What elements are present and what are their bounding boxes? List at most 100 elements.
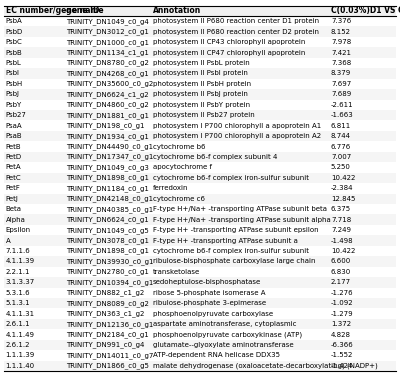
- Text: photosystem II CP47 chlorophyll apoprotein: photosystem II CP47 chlorophyll apoprote…: [153, 50, 305, 56]
- Text: glutamate--glyoxylate aminotransferase: glutamate--glyoxylate aminotransferase: [153, 342, 293, 348]
- Text: 4.1.1.39: 4.1.1.39: [6, 258, 35, 264]
- Text: 4.1.1.49: 4.1.1.49: [6, 332, 35, 338]
- Text: F-type H+ -transporting ATPase subunit epsilon: F-type H+ -transporting ATPase subunit e…: [153, 227, 318, 233]
- Text: photosystem II PsbH protein: photosystem II PsbH protein: [153, 81, 251, 87]
- Text: aspartate aminotransferase, cytoplasmic: aspartate aminotransferase, cytoplasmic: [153, 321, 296, 327]
- Text: 8.152: 8.152: [331, 29, 351, 35]
- Text: 6.830: 6.830: [331, 269, 351, 275]
- Bar: [4, 173, 396, 183]
- Text: TRINITY_DN2184_c0_g1: TRINITY_DN2184_c0_g1: [66, 331, 149, 338]
- Text: TRINITY_DN1184_c0_g1: TRINITY_DN1184_c0_g1: [66, 185, 149, 192]
- Text: photosystem II PsbJ protein: photosystem II PsbJ protein: [153, 91, 248, 97]
- Text: 4.828: 4.828: [331, 332, 351, 338]
- Text: TRINITY_DN4860_c0_g2: TRINITY_DN4860_c0_g2: [66, 101, 149, 108]
- Text: 7.249: 7.249: [331, 227, 351, 233]
- Text: -2.611: -2.611: [331, 102, 354, 108]
- Text: 7.718: 7.718: [331, 217, 351, 223]
- Text: 2.6.1.1: 2.6.1.1: [6, 321, 30, 327]
- Text: TRINITY_DN14011_c0_g7: TRINITY_DN14011_c0_g7: [66, 352, 154, 359]
- Text: PsbA: PsbA: [6, 18, 22, 24]
- Bar: [4, 194, 396, 204]
- Bar: [4, 131, 396, 141]
- Text: ribose 5-phosphate isomerase A: ribose 5-phosphate isomerase A: [153, 290, 265, 296]
- Text: TRINITY_DN42148_c0_g1: TRINITY_DN42148_c0_g1: [66, 195, 154, 202]
- Text: malate dehydrogenase (oxaloacetate-decarboxylating) (NADP+): malate dehydrogenase (oxaloacetate-decar…: [153, 363, 377, 369]
- Text: EC number/gene name: EC number/gene name: [6, 6, 103, 15]
- Text: photosystem II P680 reaction center D1 protein: photosystem II P680 reaction center D1 p…: [153, 18, 319, 24]
- Text: 1.1.1.40: 1.1.1.40: [6, 363, 35, 369]
- Text: PetJ: PetJ: [6, 196, 18, 202]
- Text: -1.424: -1.424: [331, 363, 353, 369]
- Text: F-type H+/Na+ -transporting ATPase subunit beta: F-type H+/Na+ -transporting ATPase subun…: [153, 206, 327, 212]
- Text: F-type H+ -transporting ATPase subunit a: F-type H+ -transporting ATPase subunit a: [153, 238, 298, 244]
- Text: 5.250: 5.250: [331, 164, 351, 170]
- Text: 4.1.1.31: 4.1.1.31: [6, 311, 35, 317]
- Text: PsbY: PsbY: [6, 102, 22, 108]
- Text: phosphoenolpyruvate carboxykinase (ATP): phosphoenolpyruvate carboxykinase (ATP): [153, 331, 302, 338]
- Text: PetC: PetC: [6, 175, 21, 181]
- Text: PsbH: PsbH: [6, 81, 23, 87]
- Bar: [4, 319, 396, 329]
- Text: PsbB: PsbB: [6, 50, 22, 56]
- Text: cytochrome b6-f complex iron-sulfur subunit: cytochrome b6-f complex iron-sulfur subu…: [153, 248, 309, 254]
- Text: -2.384: -2.384: [331, 185, 354, 191]
- Text: 7.978: 7.978: [331, 39, 351, 45]
- Text: 2.6.1.2: 2.6.1.2: [6, 342, 30, 348]
- Text: -6.366: -6.366: [331, 342, 354, 348]
- Text: TRINITY_DN2780_c0_g1: TRINITY_DN2780_c0_g1: [66, 269, 149, 275]
- Text: PetD: PetD: [6, 154, 22, 160]
- Text: TRINITY_DN35600_c0_g2: TRINITY_DN35600_c0_g2: [66, 81, 154, 87]
- Bar: [4, 256, 396, 267]
- Text: TRINITY_DN39930_c0_g1: TRINITY_DN39930_c0_g1: [66, 258, 154, 265]
- Text: 1.372: 1.372: [331, 321, 351, 327]
- Text: 8.744: 8.744: [331, 133, 351, 139]
- Bar: [4, 340, 396, 350]
- Bar: [4, 298, 396, 308]
- Bar: [4, 110, 396, 120]
- Text: TRINITY_DN3012_c0_g1: TRINITY_DN3012_c0_g1: [66, 28, 149, 35]
- Bar: [4, 277, 396, 288]
- Text: TRINITY_DN1881_c0_g1: TRINITY_DN1881_c0_g1: [66, 112, 149, 119]
- Text: TRINITY_DN1898_c0_g1: TRINITY_DN1898_c0_g1: [66, 175, 149, 181]
- Text: photosystem II Psb27 protein: photosystem II Psb27 protein: [153, 112, 254, 118]
- Text: TRINITY_DN1049_c0_g5: TRINITY_DN1049_c0_g5: [66, 227, 149, 233]
- Text: 5.1.3.1: 5.1.3.1: [6, 300, 30, 306]
- Text: transketolase: transketolase: [153, 269, 200, 275]
- Text: 7.697: 7.697: [331, 81, 351, 87]
- Text: 7.368: 7.368: [331, 60, 351, 66]
- Text: apocytochrome f: apocytochrome f: [153, 164, 212, 170]
- Text: -1.092: -1.092: [331, 300, 354, 306]
- Text: cytochrome b6-f complex iron-sulfur subunit: cytochrome b6-f complex iron-sulfur subu…: [153, 175, 309, 181]
- Text: TRINITY_DN8089_c0_g2: TRINITY_DN8089_c0_g2: [66, 300, 149, 307]
- Text: TRINITY_DN1049_c0_g3: TRINITY_DN1049_c0_g3: [66, 164, 149, 171]
- Text: cytochrome b6-f complex subunit 4: cytochrome b6-f complex subunit 4: [153, 154, 277, 160]
- Text: gene ID: gene ID: [66, 6, 100, 15]
- Text: Psb27: Psb27: [6, 112, 26, 118]
- Text: photosystem I P700 chlorophyll a apoprotein A1: photosystem I P700 chlorophyll a apoprot…: [153, 123, 321, 129]
- Text: TRINITY_DN1049_c0_g4: TRINITY_DN1049_c0_g4: [66, 18, 149, 25]
- Text: 8.379: 8.379: [331, 70, 351, 76]
- Text: TRINITY_DN363_c1_g2: TRINITY_DN363_c1_g2: [66, 310, 145, 317]
- Bar: [4, 26, 396, 37]
- Text: Alpha: Alpha: [6, 217, 26, 223]
- Text: TRINITY_DN4268_c0_g1: TRINITY_DN4268_c0_g1: [66, 70, 149, 77]
- Text: 7.376: 7.376: [331, 18, 351, 24]
- Text: ribulose-phosphate 3-epimerase: ribulose-phosphate 3-epimerase: [153, 300, 266, 306]
- Bar: [4, 214, 396, 225]
- Text: TRINITY_DN1134_c1_g1: TRINITY_DN1134_c1_g1: [66, 49, 149, 56]
- Text: 3.1.3.37: 3.1.3.37: [6, 279, 35, 285]
- Text: 2.2.1.1: 2.2.1.1: [6, 269, 30, 275]
- Text: PsaA: PsaA: [6, 123, 22, 129]
- Text: TRINITY_DN882_c1_g2: TRINITY_DN882_c1_g2: [66, 289, 145, 296]
- Text: 10.422: 10.422: [331, 248, 355, 254]
- Text: -1.279: -1.279: [331, 311, 354, 317]
- Text: PetA: PetA: [6, 164, 21, 170]
- Text: TRINITY_DN3078_c0_g1: TRINITY_DN3078_c0_g1: [66, 237, 149, 244]
- Text: photosystem II PsbI protein: photosystem II PsbI protein: [153, 70, 248, 76]
- Bar: [4, 89, 396, 100]
- Text: 2.177: 2.177: [331, 279, 351, 285]
- Text: 6.600: 6.600: [331, 258, 351, 264]
- Text: TRINITY_DN1866_c0_g5: TRINITY_DN1866_c0_g5: [66, 363, 149, 369]
- Text: -1.663: -1.663: [331, 112, 354, 118]
- Text: 6.811: 6.811: [331, 123, 351, 129]
